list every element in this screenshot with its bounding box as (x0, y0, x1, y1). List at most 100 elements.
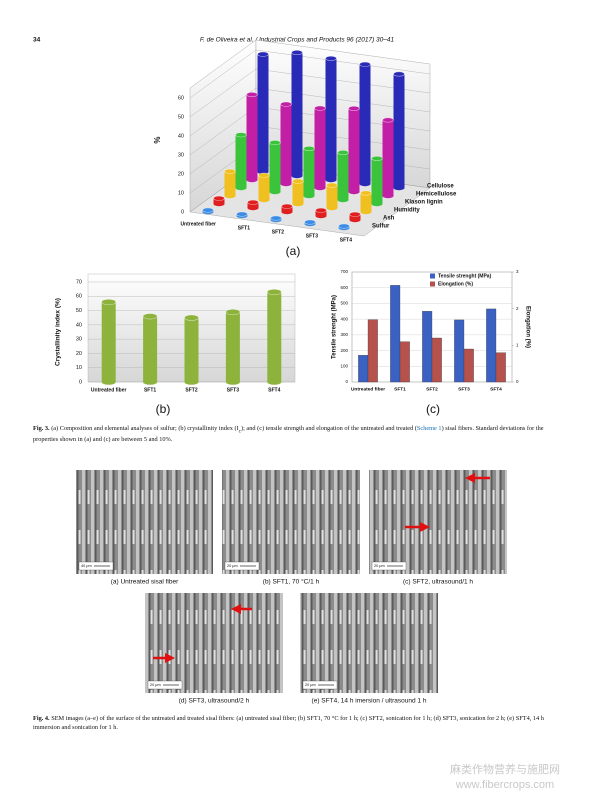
bar (184, 317, 199, 382)
bar-top (266, 288, 282, 296)
y-tick-label: 10 (178, 190, 184, 196)
bar-base (393, 185, 405, 191)
bar-top (258, 172, 270, 178)
sem-image (76, 470, 213, 574)
panel-label: (b) SFT1, 70 °C/1 h (263, 578, 320, 586)
y-tick-label: 30 (178, 152, 184, 158)
legend-label: Humidity (394, 208, 420, 214)
panel-label: (b) (156, 402, 171, 416)
bar-top (236, 211, 248, 217)
bar-base (247, 205, 259, 211)
bar-base (101, 379, 116, 385)
bar (291, 52, 303, 176)
bar-top (360, 190, 372, 196)
bar-base (360, 209, 372, 215)
page-number: 34 (33, 37, 41, 44)
grid-line (189, 68, 431, 118)
bar (382, 120, 394, 196)
bar (393, 74, 405, 188)
caption-label: Fig. 3. (33, 425, 50, 432)
bar (303, 148, 315, 196)
y-tick-label: 300 (340, 332, 348, 337)
y2-tick-label: 0 (516, 379, 519, 384)
bar (258, 175, 270, 200)
bar (213, 198, 225, 204)
bar-base (337, 197, 349, 203)
bar (235, 134, 247, 188)
bar (257, 54, 269, 173)
bar (431, 337, 442, 383)
bar (486, 308, 497, 383)
bar-base (325, 177, 337, 183)
x-tick-label: Untreated fiber (180, 221, 216, 227)
y-tick-label: 20 (76, 351, 82, 357)
bar (399, 341, 410, 383)
bar-top (224, 168, 236, 174)
bar (360, 193, 372, 212)
bar-base (280, 181, 292, 187)
bar (422, 311, 433, 383)
x-tick-label: SFT2 (426, 386, 438, 392)
bar-base (291, 173, 303, 179)
watermark-url: www.fibercrops.com (455, 779, 554, 791)
bar-top (142, 313, 158, 320)
bar-base (348, 189, 360, 195)
bar-top (184, 314, 199, 321)
bar (281, 206, 293, 212)
x-tick-label: SFT1 (238, 225, 250, 231)
y2-axis-label: Elongation (%) (524, 306, 530, 348)
bar (292, 181, 304, 204)
y-tick-label: 100 (340, 363, 348, 368)
y2-tick-label: 1 (516, 343, 519, 348)
bar-top (247, 199, 259, 205)
x-tick-label: SFT3 (306, 233, 318, 239)
bar-base (213, 201, 225, 207)
bar-top (235, 132, 247, 138)
legend-label: Sulfur (372, 224, 390, 230)
bar (224, 171, 236, 196)
bar-top (101, 298, 116, 306)
bar-top (257, 51, 269, 57)
y-tick-label: 400 (340, 316, 348, 321)
bar-top (270, 215, 282, 221)
y-tick-label: 700 (340, 269, 348, 274)
sem-images (76, 470, 507, 693)
bar-top (246, 92, 258, 98)
y-axis-label: Crystallinity index (%) (55, 298, 62, 366)
x-tick-label: SFT2 (185, 387, 197, 393)
bar-base (225, 379, 240, 385)
y-axis-label: % (153, 136, 162, 143)
bar-top (315, 207, 327, 213)
x-tick-label: Untreated fiber (91, 387, 127, 393)
bar-top (393, 71, 405, 77)
bar-top (349, 211, 361, 217)
legend-label: Cellulose (427, 184, 454, 190)
bar (325, 58, 337, 180)
bar-base (349, 217, 361, 223)
caption-text: ) sisal fibers. Standard deviations for … (33, 425, 544, 443)
bar (367, 319, 378, 383)
bar-base (371, 201, 383, 207)
bar-base (292, 201, 304, 207)
y-tick-label: 60 (178, 95, 184, 101)
bar-top (337, 150, 349, 156)
bar (247, 202, 259, 208)
grid-line (189, 87, 431, 137)
bar-base (281, 209, 293, 215)
bar (463, 348, 474, 383)
x-tick-label: Untreated fiber (351, 386, 385, 392)
caption-link[interactable]: Scheme 1 (416, 425, 442, 432)
bar-base (303, 193, 315, 199)
bar (314, 108, 326, 188)
y-tick-label: 50 (178, 114, 184, 120)
bar-top (359, 61, 371, 67)
panel-label: (c) SFT2, ultrasound/1 h (403, 579, 473, 586)
x-tick-label: SFT4 (340, 237, 352, 243)
bar-base (258, 197, 270, 203)
bar (280, 104, 292, 184)
x-tick-label: SFT3 (458, 386, 470, 392)
bar (359, 64, 371, 184)
x-tick-label: SFT4 (490, 386, 502, 392)
bar-base (269, 189, 281, 195)
